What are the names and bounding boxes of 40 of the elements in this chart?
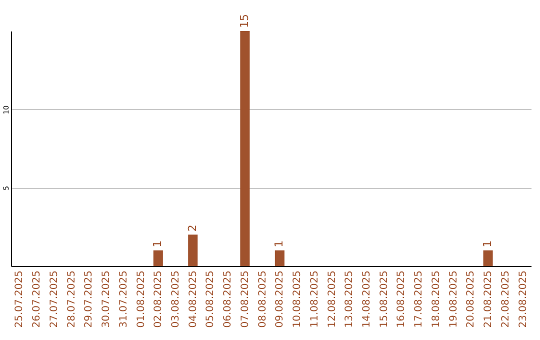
- bar: [274, 250, 284, 266]
- x-tick-label: 26.07.2025: [32, 270, 43, 328]
- x-tick-label: 21.08.2025: [483, 270, 494, 328]
- x-tick-label: 23.08.2025: [518, 270, 529, 328]
- data-label: 1: [272, 240, 286, 248]
- x-tick-label: 05.08.2025: [205, 270, 216, 328]
- x-tick-label: 30.07.2025: [101, 270, 112, 328]
- data-label: 2: [186, 224, 199, 232]
- x-tick-label: 07.08.2025: [240, 270, 251, 328]
- x-tick-label: 28.07.2025: [66, 270, 78, 328]
- bar: [483, 250, 493, 266]
- x-tick-label: 10.08.2025: [292, 270, 304, 328]
- x-tick-label: 04.08.2025: [188, 270, 199, 328]
- x-tick-label: 14.08.2025: [361, 270, 372, 328]
- x-tick-label: 29.07.2025: [84, 270, 95, 328]
- x-tick-label: 20.08.2025: [466, 270, 477, 328]
- x-tick-label: 16.08.2025: [396, 270, 408, 328]
- x-tick-label: 27.07.2025: [48, 270, 60, 328]
- data-label: 1: [481, 240, 494, 248]
- x-tick-label: 15.08.2025: [378, 270, 390, 328]
- x-tick-label: 08.08.2025: [257, 270, 268, 328]
- x-tick-label: 25.07.2025: [14, 270, 26, 328]
- x-tick-label: 19.08.2025: [448, 270, 460, 328]
- bar: [188, 234, 198, 266]
- x-tick-label: 09.08.2025: [274, 270, 286, 328]
- x-tick-label: 03.08.2025: [170, 270, 182, 328]
- x-tick-label: 01.08.2025: [136, 270, 147, 328]
- x-tick-label: 18.08.2025: [430, 270, 442, 328]
- x-tick-label: 17.08.2025: [414, 270, 425, 328]
- x-tick-label: 31.07.2025: [118, 270, 130, 328]
- data-label: 15: [238, 14, 251, 28]
- x-tick-label: 11.08.2025: [309, 270, 320, 328]
- bar: [153, 250, 163, 266]
- x-tick-label: 22.08.2025: [500, 270, 512, 328]
- x-tick-label: 02.08.2025: [153, 270, 164, 328]
- x-tick-label: 13.08.2025: [344, 270, 356, 328]
- bar: [240, 31, 250, 266]
- data-label: 1: [151, 240, 164, 248]
- x-tick-label: 06.08.2025: [222, 270, 234, 328]
- x-tick-label: 12.08.2025: [326, 270, 338, 328]
